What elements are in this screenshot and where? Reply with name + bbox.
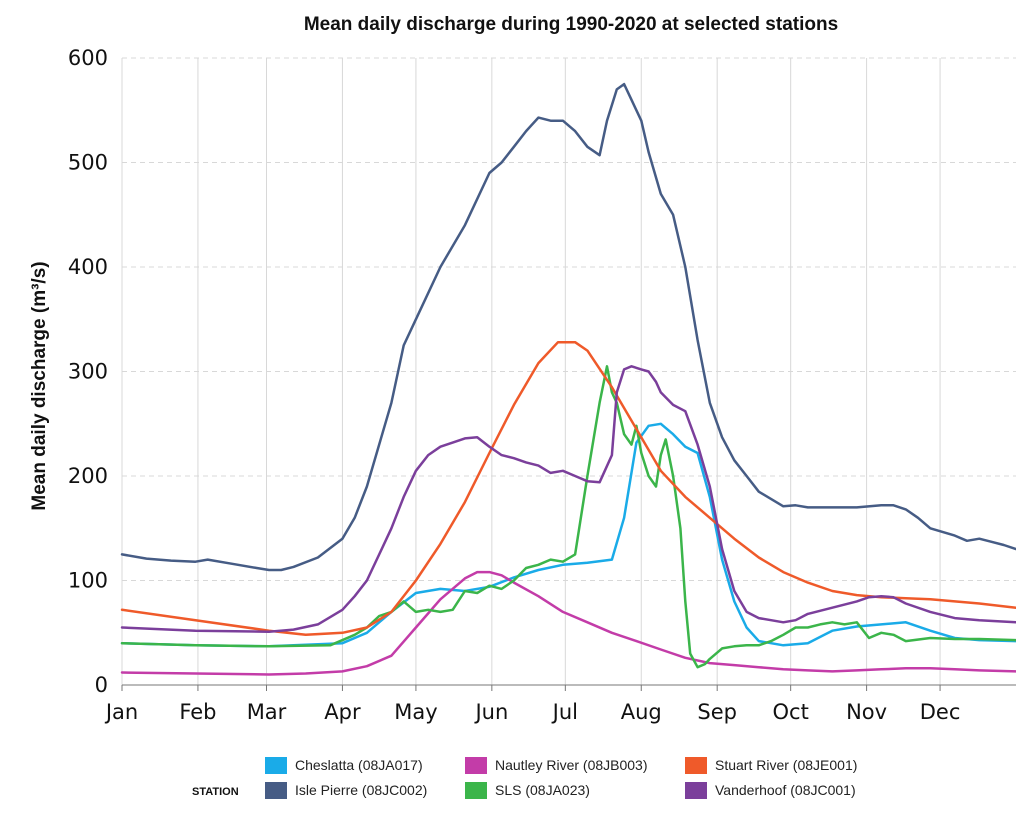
legend-swatch [465,782,487,799]
x-tick-label: Jun [473,700,508,724]
legend-entry-label: Cheslatta (08JA017) [295,757,423,773]
y-axis-ticks: 0 100 200 300 400 500 600 [68,46,108,697]
legend-title: STATION [192,786,239,798]
legend-swatch [685,782,707,799]
legend-swatch [265,757,287,774]
x-tick-label: Mar [247,700,287,724]
series-lines [120,82,1016,676]
series-line-3 [120,365,1016,669]
legend-swatch [265,782,287,799]
x-tick-label: Jul [551,700,578,724]
legend: STATION Cheslatta (08JA017) Isle Pierre (… [192,757,857,799]
y-tick-label: 200 [68,464,108,488]
grid-lines [121,57,1016,686]
chart-title: Mean daily discharge during 1990-2020 at… [304,14,838,35]
series-line-1 [120,82,1016,572]
legend-swatch [685,757,707,774]
series-line-5 [120,365,1016,633]
legend-swatch [465,757,487,774]
legend-entry-label: SLS (08JA023) [495,782,590,798]
series-line-4 [120,340,1016,637]
legend-entry-label: Nautley River (08JB003) [495,757,648,773]
y-tick-label: 100 [68,569,108,593]
y-axis-label: Mean daily discharge (m³/s) [29,261,50,510]
x-tick-label: May [394,700,437,724]
x-tick-label: Sep [697,700,737,724]
x-axis-ticks: Jan Feb Mar Apr May Jun Jul Aug Sep Oct Nov Dec [104,685,961,724]
legend-entry-label: Stuart River (08JE001) [715,757,857,773]
y-tick-label: 0 [95,673,108,697]
legend-entry-label: Isle Pierre (08JC002) [295,782,427,798]
series-line-0 [120,422,1016,648]
x-tick-label: Jan [104,700,138,724]
x-tick-label: Apr [324,700,361,724]
y-tick-label: 300 [68,360,108,384]
y-tick-label: 400 [68,255,108,279]
y-tick-label: 600 [68,46,108,70]
legend-entry-label: Vanderhoof (08JC001) [715,782,856,798]
x-tick-label: Nov [846,700,887,724]
x-tick-label: Oct [773,700,809,724]
x-tick-label: Dec [920,700,961,724]
x-tick-label: Feb [179,700,216,724]
series-line-2 [120,570,1016,676]
x-tick-label: Aug [621,700,662,724]
y-tick-label: 500 [68,151,108,175]
